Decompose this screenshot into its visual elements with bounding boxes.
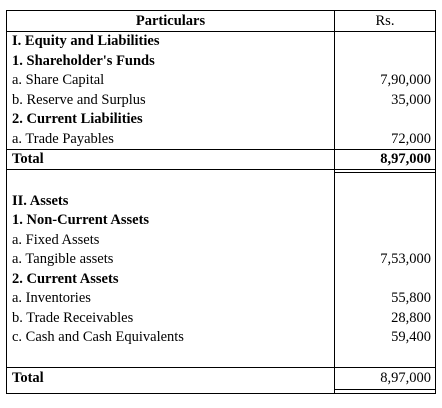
line-item-label: b. Reserve and Surplus <box>12 91 146 108</box>
header-particulars: Particulars <box>135 13 206 29</box>
line-item-label: a. Fixed Assets <box>12 231 100 248</box>
total-double-rule <box>334 389 435 390</box>
group-heading-label: 1. Shareholder's Funds <box>12 52 155 69</box>
total-amount: 8,97,000 <box>380 370 431 386</box>
line-item: a. Trade Payables 72,000 <box>7 130 435 150</box>
line-item-label: b. Trade Receivables <box>12 309 134 326</box>
total-row-assets: Total 8,97,000 <box>7 369 435 389</box>
group-heading-current-assets: 2. Current Assets <box>7 270 435 290</box>
line-item: a. Tangible assets 7,53,000 <box>7 250 435 270</box>
line-item-amount: 7,53,000 <box>380 251 431 267</box>
line-item: b. Reserve and Surplus 35,000 <box>7 91 435 111</box>
line-item: c. Cash and Cash Equivalents 59,400 <box>7 328 435 348</box>
section-title-assets: II. Assets <box>7 192 435 212</box>
line-item-label: a. Inventories <box>12 290 91 306</box>
line-item-amount: 28,800 <box>391 309 431 326</box>
group-heading-non-current-assets: 1. Non-Current Assets <box>7 211 435 231</box>
line-item-amount: 55,800 <box>391 290 431 306</box>
line-item-label: c. Cash and Cash Equivalents <box>12 329 184 345</box>
line-item-label: a. Trade Payables <box>12 130 114 147</box>
line-item-amount: 7,90,000 <box>380 72 431 88</box>
line-item-label: a. Tangible assets <box>12 251 114 267</box>
group-heading-label: 1. Non-Current Assets <box>12 212 150 228</box>
total-top-rule <box>7 367 435 368</box>
line-item: a. Share Capital 7,90,000 <box>7 71 435 91</box>
line-item: a. Inventories 55,800 <box>7 289 435 309</box>
section-title-equity-liabilities: I. Equity and Liabilities <box>7 32 435 52</box>
line-item: a. Fixed Assets <box>7 231 435 251</box>
line-item-amount: 35,000 <box>391 91 431 108</box>
total-bottom-rule <box>7 169 435 170</box>
group-heading-shareholders-funds: 1. Shareholder's Funds <box>7 52 435 72</box>
line-item-amount: 72,000 <box>391 130 431 147</box>
line-item-label: a. Share Capital <box>12 72 105 88</box>
total-label: Total <box>12 370 44 386</box>
total-top-rule <box>7 149 435 150</box>
total-amount: 8,97,000 <box>380 150 431 167</box>
section-title-label: I. Equity and Liabilities <box>12 33 160 49</box>
group-heading-label: 2. Current Liabilities <box>12 111 143 127</box>
total-row-liabilities: Total 8,97,000 <box>7 150 435 170</box>
group-heading-current-liabilities: 2. Current Liabilities <box>7 110 435 130</box>
line-item: b. Trade Receivables 28,800 <box>7 309 435 329</box>
header-divider <box>7 31 435 32</box>
total-label: Total <box>12 150 44 167</box>
line-item-amount: 59,400 <box>391 329 431 345</box>
column-divider <box>334 11 335 393</box>
header-amount: Rs. <box>375 13 395 29</box>
group-heading-label: 2. Current Assets <box>12 270 119 287</box>
total-double-rule <box>334 172 435 173</box>
balance-sheet-table: Particulars Rs. I. Equity and Liabilitie… <box>6 10 436 394</box>
section-title-label: II. Assets <box>12 192 69 209</box>
